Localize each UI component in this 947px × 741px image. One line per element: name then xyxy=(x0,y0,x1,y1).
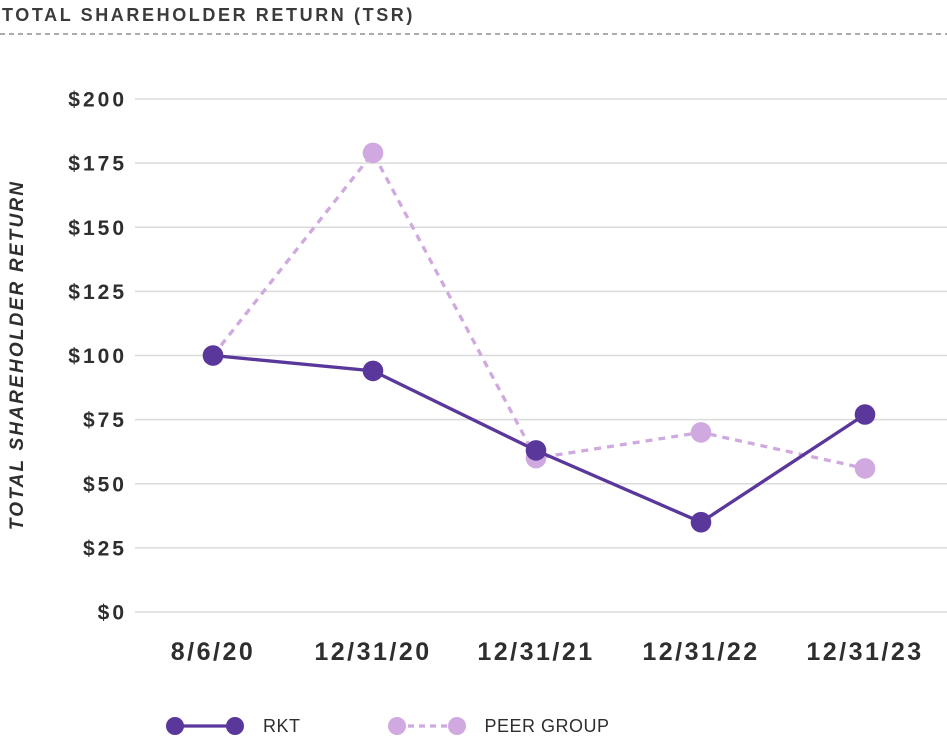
rkt-data-point xyxy=(690,511,712,533)
chart-legend: RKT PEER GROUP xyxy=(164,714,610,738)
x-axis-label: 12/31/23 xyxy=(806,638,924,666)
y-tick-label: $25 xyxy=(83,537,127,560)
peer-group-data-point xyxy=(362,142,384,164)
y-tick-label: $50 xyxy=(83,473,127,496)
peer-group-line xyxy=(211,149,866,471)
peer-group-series-marker-icon xyxy=(387,717,466,735)
rkt-data-point xyxy=(854,404,876,425)
x-axis-label: 12/31/20 xyxy=(314,638,432,666)
separator-dashed-line xyxy=(0,33,947,35)
x-axis-labels: 8/6/20 12/31/20 12/31/21 12/31/22 12/31/23 xyxy=(0,638,947,670)
y-tick-label: $150 xyxy=(68,217,127,240)
legend-item-peer-group: PEER GROUP xyxy=(386,714,610,738)
y-tick-label: $125 xyxy=(68,281,127,304)
peer-group-data-point xyxy=(854,458,876,479)
y-tick-label: $175 xyxy=(68,153,127,176)
rkt-data-point xyxy=(202,345,224,366)
y-tick-label: $200 xyxy=(68,89,127,112)
rkt-data-point xyxy=(362,360,384,382)
x-axis-label: 8/6/20 xyxy=(170,638,256,666)
chart-title: TOTAL SHAREHOLDER RETURN (TSR) xyxy=(2,5,415,25)
rkt-data-point xyxy=(525,440,547,461)
legend-item-rkt: RKT xyxy=(164,714,301,738)
y-tick-label: $0 xyxy=(98,602,127,625)
legend-label-peer-group: PEER GROUP xyxy=(484,715,610,736)
x-axis-label: 12/31/22 xyxy=(642,638,760,666)
x-axis-label: 12/31/21 xyxy=(477,638,595,666)
tsr-line-chart: $200 $175 $150 $125 $100 $75 $50 $25 $0 xyxy=(68,89,947,625)
peer-group-data-point xyxy=(690,422,712,443)
legend-label-rkt: RKT xyxy=(263,715,301,736)
y-tick-label: $100 xyxy=(68,345,127,368)
y-tick-label: $75 xyxy=(83,409,127,432)
rkt-line xyxy=(212,353,866,525)
rkt-series-marker-icon xyxy=(166,717,244,735)
